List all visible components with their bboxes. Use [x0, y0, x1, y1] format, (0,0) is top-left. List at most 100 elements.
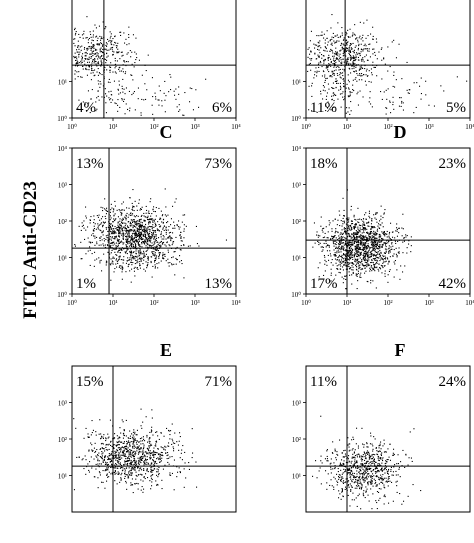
scatter-point — [341, 499, 342, 500]
scatter-point — [356, 256, 357, 257]
scatter-point — [166, 222, 167, 223]
scatter-point — [166, 232, 167, 233]
scatter-point — [322, 232, 323, 233]
scatter-point — [354, 243, 355, 244]
scatter-point — [123, 443, 124, 444]
scatter-point — [181, 238, 182, 239]
scatter-point — [91, 73, 92, 74]
scatter-point — [407, 235, 408, 236]
scatter-point — [131, 464, 132, 465]
scatter-point — [335, 228, 336, 229]
scatter-point — [357, 242, 358, 243]
scatter-point — [140, 222, 141, 223]
scatter-point — [106, 60, 107, 61]
scatter-point — [371, 461, 372, 462]
scatter-point — [155, 444, 156, 445]
scatter-point — [133, 464, 134, 465]
scatter-point — [339, 241, 340, 242]
scatter-point — [355, 219, 356, 220]
scatter-point — [370, 280, 371, 281]
scatter-point — [115, 226, 116, 227]
scatter-point — [125, 476, 126, 477]
scatter-point — [333, 241, 334, 242]
scatter-point — [129, 243, 130, 244]
scatter-point — [89, 54, 90, 55]
scatter-point — [135, 59, 136, 60]
scatter-point — [118, 94, 119, 95]
scatter-point — [176, 476, 177, 477]
scatter-point — [170, 430, 171, 431]
scatter-point — [396, 227, 397, 228]
scatter-point — [378, 242, 379, 243]
scatter-point — [142, 450, 143, 451]
scatter-point — [421, 99, 422, 100]
scatter-point — [344, 215, 345, 216]
scatter-point — [91, 46, 92, 47]
scatter-point — [101, 436, 102, 437]
scatter-point — [101, 60, 102, 61]
scatter-point — [348, 244, 349, 245]
scatter-point — [133, 492, 134, 493]
scatter-point — [148, 227, 149, 228]
scatter-point — [333, 37, 334, 38]
scatter-point — [360, 55, 361, 56]
scatter-point — [138, 454, 139, 455]
scatter-point — [165, 449, 166, 450]
scatter-point — [96, 237, 97, 238]
scatter-point — [115, 43, 116, 44]
scatter-point — [388, 88, 389, 89]
scatter-point — [97, 72, 98, 73]
scatter-point — [152, 224, 153, 225]
y-tick-label: 10⁴ — [292, 145, 302, 153]
scatter-point — [82, 34, 83, 35]
scatter-point — [170, 237, 171, 238]
scatter-point — [361, 49, 362, 50]
scatter-point — [127, 458, 128, 459]
scatter-point — [116, 449, 117, 450]
scatter-point — [157, 457, 158, 458]
scatter-point — [130, 229, 131, 230]
scatter-point — [336, 70, 337, 71]
scatter-point — [130, 463, 131, 464]
scatter-point — [375, 238, 376, 239]
panel-c-dots — [74, 188, 227, 282]
scatter-point — [339, 259, 340, 260]
scatter-point — [97, 477, 98, 478]
scatter-point — [319, 45, 320, 46]
scatter-point — [135, 467, 136, 468]
scatter-point — [95, 53, 96, 54]
scatter-point — [336, 67, 337, 68]
scatter-point — [174, 433, 175, 434]
scatter-point — [116, 247, 117, 248]
scatter-point — [357, 227, 358, 228]
scatter-point — [156, 207, 157, 208]
scatter-point — [320, 243, 321, 244]
scatter-point — [138, 223, 139, 224]
scatter-point — [384, 209, 385, 210]
scatter-point — [354, 242, 355, 243]
scatter-point — [138, 88, 139, 89]
scatter-point — [365, 245, 366, 246]
scatter-point — [341, 63, 342, 64]
scatter-point — [93, 230, 94, 231]
scatter-point — [99, 72, 100, 73]
scatter-point — [142, 460, 143, 461]
scatter-point — [111, 461, 112, 462]
scatter-point — [165, 214, 166, 215]
scatter-point — [342, 229, 343, 230]
scatter-point — [331, 62, 332, 63]
scatter-point — [141, 233, 142, 234]
scatter-point — [167, 462, 168, 463]
scatter-point — [326, 261, 327, 262]
scatter-point — [113, 233, 114, 234]
scatter-point — [116, 445, 117, 446]
scatter-point — [358, 44, 359, 45]
scatter-point — [340, 268, 341, 269]
scatter-point — [369, 101, 370, 102]
scatter-point — [150, 236, 151, 237]
scatter-point — [118, 461, 119, 462]
scatter-point — [369, 97, 370, 98]
scatter-point — [388, 241, 389, 242]
